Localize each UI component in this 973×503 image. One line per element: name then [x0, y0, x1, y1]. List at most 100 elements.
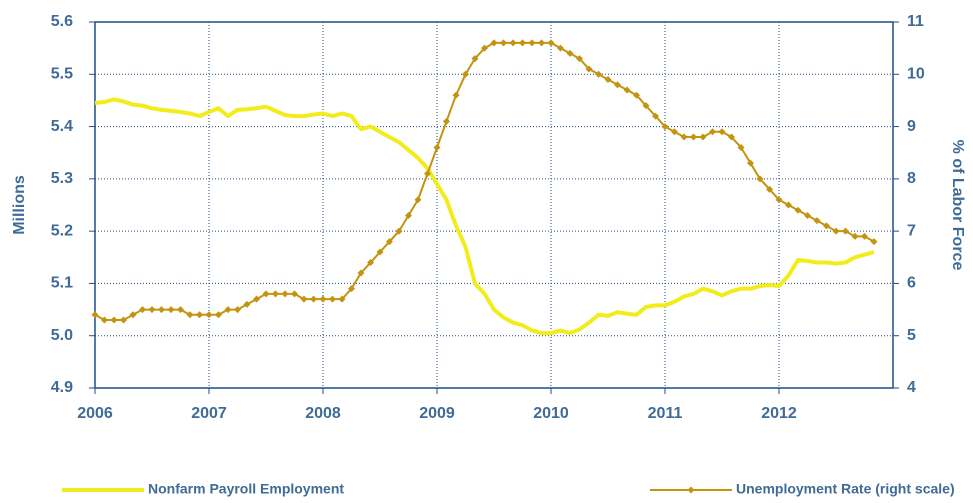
y2-axis-title: % of Labor Force	[949, 140, 966, 271]
y-tick-label: 5.1	[51, 275, 73, 292]
data-point	[433, 143, 441, 151]
data-point	[310, 295, 318, 303]
data-point	[699, 133, 707, 141]
series-line	[94, 97, 875, 336]
data-point	[841, 227, 849, 235]
data-point	[652, 112, 660, 120]
x-tick-label: 2011	[648, 405, 683, 422]
y2-tick-label: 5	[907, 327, 916, 344]
data-point	[91, 311, 99, 319]
data-point	[566, 49, 574, 57]
data-point	[642, 102, 650, 110]
x-tick-label: 2007	[191, 405, 227, 422]
data-point	[680, 133, 688, 141]
data-point	[756, 175, 764, 183]
data-point	[253, 295, 261, 303]
data-point	[576, 55, 583, 63]
data-point	[585, 65, 593, 73]
y2-tick-label: 8	[907, 170, 916, 187]
y2-tick-label: 7	[907, 222, 916, 239]
data-point	[690, 133, 697, 141]
data-point	[670, 128, 678, 136]
data-point	[120, 316, 127, 324]
data-point	[338, 295, 346, 303]
data-point	[262, 290, 270, 298]
data-point	[357, 269, 365, 277]
data-point	[509, 39, 517, 47]
data-point	[623, 86, 631, 94]
data-point	[405, 211, 412, 219]
data-point	[157, 306, 165, 314]
data-point	[414, 196, 422, 204]
data-point	[804, 211, 811, 219]
data-point	[661, 123, 669, 131]
data-point	[139, 306, 147, 314]
data-point	[766, 185, 774, 193]
data-point	[832, 227, 840, 235]
legend-text: Unemployment Rate (right scale)	[736, 481, 955, 497]
data-point	[442, 117, 450, 125]
data-point	[300, 295, 308, 303]
data-point	[595, 70, 603, 78]
x-tick-label: 2006	[77, 405, 113, 422]
legend-text: Nonfarm Payroll Employment	[148, 481, 344, 497]
data-point	[737, 143, 745, 151]
data-point	[519, 39, 526, 47]
legend-marker	[687, 486, 695, 494]
data-point	[281, 290, 289, 298]
data-point	[870, 238, 878, 246]
data-point	[452, 91, 460, 99]
data-point	[129, 311, 137, 319]
data-point	[367, 259, 375, 267]
data-point	[784, 201, 792, 209]
plot-frame	[94, 21, 894, 389]
data-point	[291, 290, 298, 298]
data-point	[243, 300, 251, 308]
data-point	[556, 44, 564, 52]
data-point	[271, 290, 279, 298]
data-point	[718, 128, 726, 136]
y-tick-label: 5.4	[51, 118, 73, 135]
x-tick-label: 2010	[533, 405, 569, 422]
data-point	[214, 311, 222, 319]
data-point	[727, 133, 735, 141]
x-tick-label: 2009	[419, 405, 455, 422]
y2-tick-label: 11	[907, 13, 924, 30]
data-point	[110, 316, 118, 324]
data-point	[224, 306, 232, 314]
data-point	[319, 295, 327, 303]
y2-tick-label: 4	[907, 379, 916, 396]
y2-tick-label: 10	[907, 66, 925, 83]
y2-tick-label: 9	[907, 118, 916, 135]
data-point	[861, 232, 868, 240]
data-point	[385, 238, 393, 246]
y2-tick-label: 6	[907, 275, 916, 292]
x-tick-label: 2012	[761, 405, 797, 422]
data-point	[794, 206, 802, 214]
data-point	[205, 311, 213, 319]
data-point	[471, 55, 479, 63]
x-tick-label: 2008	[305, 405, 341, 422]
data-point	[747, 159, 754, 167]
data-point	[813, 217, 821, 225]
series-line	[94, 41, 875, 322]
data-point	[633, 91, 640, 99]
data-point	[528, 39, 536, 47]
data-point	[604, 76, 612, 84]
data-point	[148, 306, 156, 314]
data-point	[481, 44, 489, 52]
data-point	[100, 316, 108, 324]
data-point	[499, 39, 507, 47]
data-point	[196, 311, 204, 319]
data-point	[348, 285, 355, 293]
data-point	[462, 70, 469, 78]
data-point	[177, 306, 184, 314]
y-tick-label: 4.9	[51, 379, 73, 396]
y-tick-label: 5.5	[51, 66, 73, 83]
data-point	[234, 306, 241, 314]
y-axis-title: Millions	[11, 175, 28, 235]
data-point	[328, 295, 336, 303]
y-tick-label: 5.2	[51, 222, 73, 239]
